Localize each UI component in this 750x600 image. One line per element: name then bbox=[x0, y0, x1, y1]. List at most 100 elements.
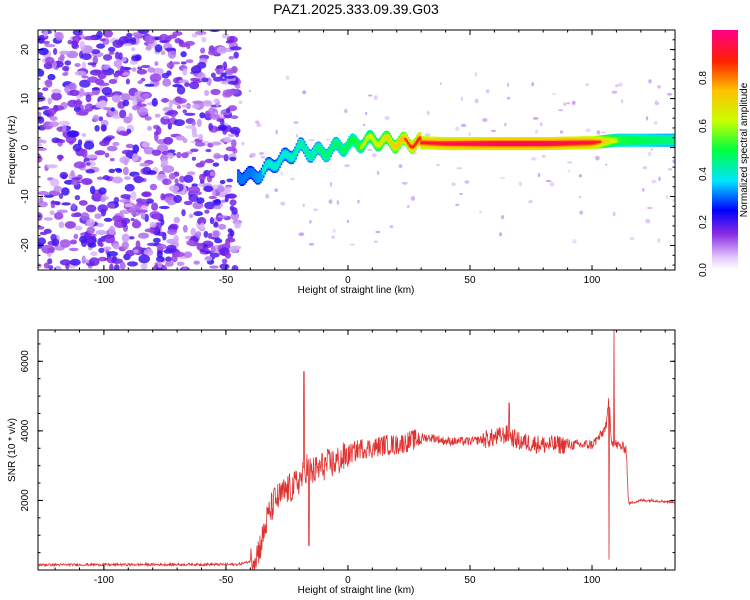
noise-blob bbox=[224, 252, 231, 259]
noise-blob bbox=[204, 89, 210, 96]
noise-blob bbox=[216, 46, 228, 54]
noise-blob bbox=[98, 82, 110, 87]
noise-blob bbox=[39, 197, 43, 203]
noise-blob bbox=[217, 215, 228, 219]
noise-blob bbox=[38, 47, 49, 56]
noise-blob bbox=[120, 93, 131, 102]
noise-blob bbox=[209, 217, 214, 225]
noise-blob bbox=[97, 71, 107, 80]
noise-blob bbox=[140, 77, 146, 82]
noise-blob bbox=[160, 98, 170, 103]
noise-blob bbox=[98, 256, 107, 262]
noise-blob bbox=[53, 48, 58, 55]
noise-blob bbox=[45, 79, 53, 88]
noise-blob bbox=[176, 261, 185, 267]
ridge-segment bbox=[461, 142, 464, 145]
noise-blob bbox=[249, 154, 253, 158]
noise-blob bbox=[331, 235, 335, 239]
ridge-segment bbox=[560, 142, 564, 145]
noise-blob bbox=[185, 125, 196, 129]
noise-blob bbox=[328, 199, 333, 204]
ridge-segment bbox=[284, 150, 287, 158]
ridge-segment bbox=[635, 136, 638, 144]
noise-blob bbox=[220, 80, 231, 85]
ridge-segment bbox=[310, 152, 313, 160]
ridge-segment bbox=[380, 139, 384, 145]
noise-blob bbox=[64, 60, 72, 66]
ridge-segment bbox=[535, 142, 539, 145]
noise-blob bbox=[141, 191, 151, 197]
noise-blob bbox=[38, 143, 43, 147]
noise-blob bbox=[99, 242, 104, 248]
noise-blob bbox=[182, 68, 188, 76]
ridge-segment bbox=[553, 142, 556, 145]
noise-blob bbox=[455, 126, 460, 131]
noise-blob bbox=[83, 35, 96, 41]
ridge-segment bbox=[462, 142, 466, 145]
ridge-segment bbox=[597, 140, 600, 144]
noise-blob bbox=[221, 72, 227, 77]
noise-blob bbox=[51, 92, 62, 101]
ridge-segment bbox=[502, 142, 505, 145]
noise-blob bbox=[68, 247, 79, 252]
ridge-segment bbox=[322, 149, 325, 158]
noise-blob bbox=[426, 110, 430, 115]
ridge-segment bbox=[644, 136, 647, 144]
ridge-segment bbox=[238, 173, 242, 184]
noise-blob bbox=[195, 231, 202, 238]
ridge-segment bbox=[626, 136, 630, 144]
ridge-segment bbox=[294, 149, 297, 157]
ridge-segment bbox=[655, 136, 659, 144]
ridge-segment bbox=[612, 138, 615, 143]
noise-blob bbox=[173, 251, 185, 257]
colorbar-gradient bbox=[712, 30, 738, 270]
ridge-segment bbox=[448, 142, 451, 145]
ridge-segment bbox=[562, 142, 565, 145]
noise-blob bbox=[66, 130, 79, 138]
noise-blob bbox=[58, 193, 64, 199]
noise-blob bbox=[666, 194, 669, 200]
noise-blob bbox=[143, 146, 155, 155]
ridge-segment bbox=[423, 141, 426, 144]
noise-blob bbox=[131, 55, 141, 62]
ridge-segment bbox=[269, 160, 272, 168]
ridge-segment bbox=[439, 142, 442, 145]
ridge-segment bbox=[449, 142, 453, 145]
noise-blob bbox=[231, 139, 237, 148]
ridge-segment bbox=[262, 167, 265, 175]
ridge-segment bbox=[399, 137, 403, 143]
noise-blob bbox=[118, 130, 128, 136]
ridge-segment bbox=[281, 152, 284, 160]
noise-blob bbox=[309, 219, 312, 224]
noise-blob bbox=[102, 54, 113, 61]
noise-blob bbox=[255, 120, 260, 124]
ridge-segment bbox=[371, 136, 375, 142]
noise-blob bbox=[147, 125, 152, 131]
noise-blob bbox=[151, 149, 162, 156]
ridge-segment bbox=[320, 147, 324, 155]
noise-blob bbox=[99, 100, 108, 108]
ridge-segment bbox=[347, 141, 350, 149]
ridge-segment bbox=[471, 142, 474, 145]
ridge-segment bbox=[663, 136, 666, 144]
noise-blob bbox=[194, 30, 207, 36]
ridge-segment bbox=[477, 142, 480, 145]
noise-blob bbox=[601, 131, 606, 134]
noise-blob bbox=[43, 62, 53, 70]
noise-blob bbox=[72, 143, 82, 152]
ridge-segment bbox=[604, 138, 608, 144]
noise-blob bbox=[79, 88, 85, 97]
ridge-segment bbox=[265, 161, 268, 169]
ridge-segment bbox=[241, 174, 245, 185]
noise-blob bbox=[131, 105, 141, 111]
ridge-segment bbox=[351, 136, 354, 144]
noise-blob bbox=[357, 199, 360, 204]
noise-blob bbox=[504, 122, 507, 127]
noise-blob bbox=[157, 261, 163, 269]
noise-blob bbox=[325, 138, 331, 141]
noise-blob bbox=[275, 129, 278, 135]
noise-blob bbox=[125, 249, 135, 257]
noise-blob bbox=[402, 181, 408, 185]
noise-blob bbox=[168, 185, 180, 192]
noise-blob bbox=[98, 247, 105, 253]
